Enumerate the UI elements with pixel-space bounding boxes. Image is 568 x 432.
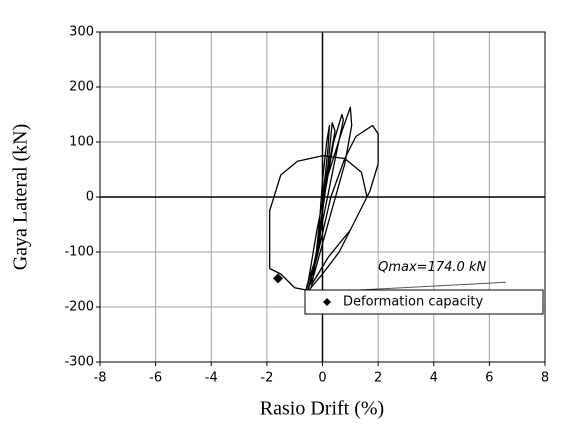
- x-axis-title: Rasio Drift (%): [260, 398, 384, 420]
- x-tick-label: -2: [260, 371, 273, 386]
- data-point: [273, 273, 283, 284]
- x-tick-label: -4: [205, 371, 218, 386]
- y-tick-label: 0: [86, 190, 94, 205]
- y-axis-title: Gaya Lateral (kN): [10, 124, 32, 271]
- x-tick-label: 4: [430, 371, 438, 386]
- x-tick-label: -8: [94, 371, 107, 386]
- legend-marker: [323, 298, 331, 306]
- y-tick-label: -300: [64, 355, 94, 370]
- x-tick-label: 6: [485, 371, 493, 386]
- plot-frame: [99, 31, 546, 363]
- hysteresis-curve: [269, 106, 379, 293]
- y-tick-label: 300: [69, 25, 94, 40]
- x-tick-label: 0: [318, 371, 326, 386]
- y-tick-label: -100: [64, 245, 94, 260]
- x-tick-label: 2: [374, 371, 382, 386]
- x-tick-label: 8: [541, 371, 549, 386]
- y-tick-label: -200: [64, 300, 94, 315]
- annotation: Qmax=174.0 kN: [378, 260, 486, 275]
- legend-box: [304, 289, 544, 315]
- x-tick-label: -6: [149, 371, 162, 386]
- y-tick-label: 200: [69, 80, 94, 95]
- legend-label: Deformation capacity: [343, 295, 484, 310]
- y-tick-label: 100: [69, 135, 94, 150]
